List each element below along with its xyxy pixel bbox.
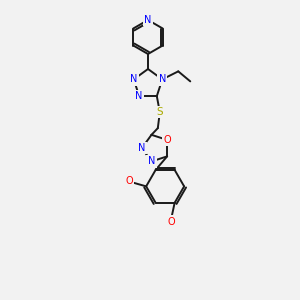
Text: S: S [157,107,163,117]
Text: O: O [163,135,171,145]
Text: N: N [144,15,152,25]
Text: N: N [138,143,146,153]
Text: O: O [125,176,133,186]
Text: O: O [168,217,176,227]
Text: N: N [148,157,155,166]
Text: N: N [159,74,166,84]
Text: N: N [130,74,137,84]
Text: N: N [136,91,143,101]
